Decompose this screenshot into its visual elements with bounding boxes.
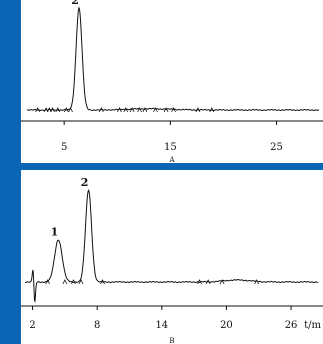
x-tick-label-a-25: 25	[270, 142, 283, 153]
baseline-mark-b-7	[219, 279, 225, 285]
chromatogram-panel-a: 5 15 25 2 A	[21, 0, 323, 163]
x-tick-label-b-26: 26	[285, 320, 298, 331]
baseline-mark-b-2	[71, 279, 76, 285]
baseline-mark-a-12	[142, 107, 148, 113]
x-axis-title-b: t/m	[304, 320, 321, 331]
chromatogram-b-plot: 2 8 14 20 26 t/m 1 2 B	[21, 176, 323, 344]
chromatogram-a-plot: 5 15 25 2 A	[21, 0, 323, 163]
baseline-mark-a-9	[123, 107, 129, 113]
x-tick-label-a-15: 15	[164, 142, 177, 153]
baseline-mark-b-4	[100, 279, 105, 285]
panel-label-b: B	[169, 337, 174, 344]
baseline-mark-a-15	[171, 107, 176, 113]
baseline-mark-b-5	[197, 279, 202, 285]
baseline-mark-a-5	[63, 107, 69, 113]
baseline-mark-a-4	[55, 107, 61, 113]
baseline-mark-a-11	[137, 107, 142, 113]
peak-label-a-2: 2	[71, 0, 79, 7]
baseline-mark-a-2	[46, 107, 52, 113]
baseline-mark-a-6	[68, 107, 73, 113]
x-tick-label-a-5: 5	[61, 142, 67, 153]
baseline-mark-b-3	[78, 279, 84, 285]
baseline-mark-a-0	[35, 107, 40, 113]
baseline-mark-a-7	[98, 107, 104, 113]
baseline-mark-a-17	[209, 107, 215, 113]
trace-line-a	[26, 6, 320, 112]
baseline-mark-a-8	[117, 107, 122, 113]
x-tick-label-b-14: 14	[155, 320, 168, 331]
baseline-mark-b-1	[62, 279, 68, 285]
baseline-mark-a-16	[195, 107, 201, 113]
baseline-mark-b-0	[45, 279, 50, 285]
trace-line-b	[24, 189, 319, 303]
chromatogram-panel-b: 2 8 14 20 26 t/m 1 2 B	[21, 170, 323, 344]
peak-label-b-2: 2	[81, 176, 89, 189]
baseline-mark-a-1	[43, 107, 49, 113]
baseline-mark-a-13	[153, 107, 158, 113]
baseline-mark-b-6	[205, 279, 211, 285]
x-tick-label-b-2: 2	[29, 320, 35, 331]
baseline-mark-b-8	[254, 279, 259, 285]
peak-label-b-1: 1	[51, 226, 59, 239]
x-tick-label-b-8: 8	[94, 320, 100, 331]
panel-label-a: A	[168, 156, 175, 163]
baseline-mark-a-10	[129, 107, 135, 113]
x-tick-label-b-20: 20	[220, 320, 233, 331]
baseline-mark-a-3	[50, 107, 55, 113]
baseline-mark-a-14	[163, 107, 169, 113]
